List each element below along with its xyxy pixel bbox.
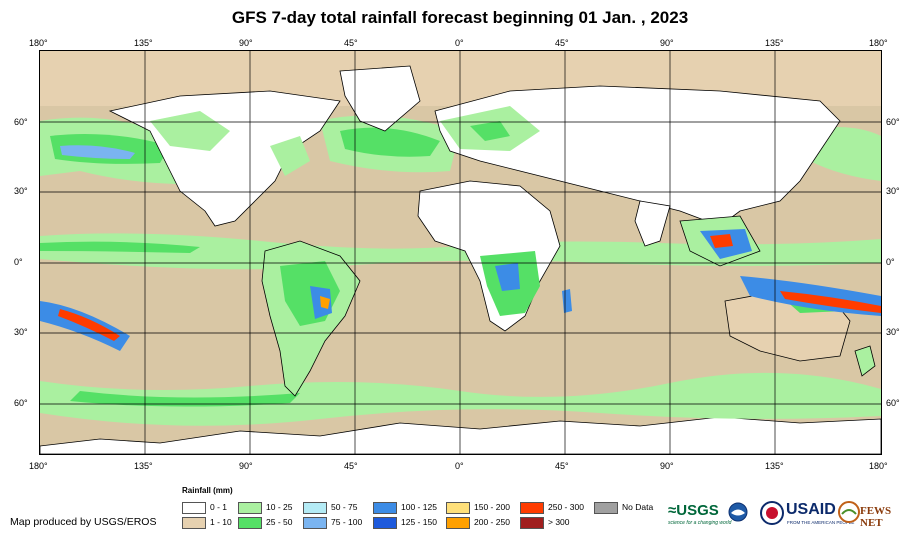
legend-swatch bbox=[303, 516, 327, 529]
legend-label: 1 - 10 bbox=[210, 517, 232, 527]
left-lat-label: 30° bbox=[14, 186, 28, 196]
legend-label: 100 - 125 bbox=[401, 502, 437, 512]
usaid-logo: USAID bbox=[786, 501, 836, 518]
legend-label: 75 - 100 bbox=[331, 517, 363, 527]
europe-rain-core bbox=[470, 121, 510, 141]
top-lon-label: 0° bbox=[455, 38, 464, 48]
noaa-logo-icon bbox=[728, 502, 748, 522]
legend-swatch bbox=[520, 501, 544, 514]
legend-swatch bbox=[182, 501, 206, 514]
madagascar-heavy-rain bbox=[562, 289, 572, 313]
legend-swatch bbox=[238, 501, 262, 514]
right-lat-label: 30° bbox=[886, 327, 900, 337]
legend-label: 250 - 300 bbox=[548, 502, 584, 512]
legend-item: 75 - 100 bbox=[303, 516, 363, 529]
south-pacific-extreme-rain bbox=[780, 291, 881, 313]
top-lon-label: 45° bbox=[344, 38, 358, 48]
legend-item: 125 - 150 bbox=[373, 516, 437, 529]
greenland bbox=[339, 65, 421, 132]
new-zealand bbox=[854, 345, 876, 377]
legend-swatch bbox=[373, 516, 397, 529]
left-lat-label: 30° bbox=[14, 327, 28, 337]
legend-swatch bbox=[238, 516, 262, 529]
legend-label: 25 - 50 bbox=[266, 517, 293, 527]
bottom-lon-label: 135° bbox=[765, 461, 784, 471]
usgs-tagline: science for a changing world bbox=[668, 520, 732, 526]
legend-item: 150 - 200 bbox=[446, 501, 510, 514]
north-america-rain bbox=[150, 111, 230, 151]
top-lon-label: 135° bbox=[765, 38, 784, 48]
left-lat-label: 60° bbox=[14, 117, 28, 127]
legend-item: 0 - 1 bbox=[182, 501, 228, 514]
legend-label: 50 - 75 bbox=[331, 502, 358, 512]
fews-net-logo: FEWS NET bbox=[860, 505, 892, 529]
bottom-lon-label: 135° bbox=[134, 461, 153, 471]
legend-item: 25 - 50 bbox=[238, 516, 293, 529]
southern-africa-heavy-rain bbox=[495, 263, 520, 291]
bottom-lon-label: 90° bbox=[660, 461, 674, 471]
eastern-us-rain bbox=[270, 136, 310, 176]
right-lat-label: 60° bbox=[886, 398, 900, 408]
usgs-logo: ≈USGS bbox=[668, 502, 719, 519]
legend-item: > 300 bbox=[520, 516, 570, 529]
north-pacific-heavy-rain bbox=[60, 145, 135, 159]
legend-swatch bbox=[182, 516, 206, 529]
legend-item: 100 - 125 bbox=[373, 501, 437, 514]
legend-label: 200 - 250 bbox=[474, 517, 510, 527]
left-lat-label: 0° bbox=[14, 257, 23, 267]
right-lat-label: 30° bbox=[886, 186, 900, 196]
legend-item: 250 - 300 bbox=[520, 501, 584, 514]
north-atlantic-rain-core bbox=[340, 127, 440, 157]
itcz-rain-core bbox=[40, 241, 200, 253]
rainfall-map bbox=[39, 50, 882, 455]
map-title: GFS 7-day total rainfall forecast beginn… bbox=[231, 8, 689, 27]
usaid-seal-icon bbox=[760, 501, 784, 525]
right-lat-label: 60° bbox=[886, 117, 900, 127]
bottom-lon-label: 45° bbox=[555, 461, 569, 471]
legend-label: 10 - 25 bbox=[266, 502, 293, 512]
legend-swatch bbox=[303, 501, 327, 514]
top-lon-label: 135° bbox=[134, 38, 153, 48]
left-lat-label: 60° bbox=[14, 398, 28, 408]
bottom-lon-label: 45° bbox=[344, 461, 358, 471]
legend-label: 0 - 1 bbox=[210, 502, 228, 512]
top-lon-label: 90° bbox=[239, 38, 253, 48]
bottom-lon-label: 0° bbox=[455, 461, 464, 471]
legend-swatch bbox=[594, 501, 618, 514]
usaid-tagline: FROM THE AMERICAN PEOPLE bbox=[787, 520, 855, 525]
right-lat-label: 0° bbox=[886, 257, 895, 267]
top-lon-label: 90° bbox=[660, 38, 674, 48]
legend-swatch bbox=[373, 501, 397, 514]
top-lon-label: 180° bbox=[869, 38, 888, 48]
legend-label: No Data bbox=[622, 502, 654, 512]
bottom-lon-label: 90° bbox=[239, 461, 253, 471]
bottom-lon-label: 180° bbox=[869, 461, 888, 471]
legend-item: No Data bbox=[594, 501, 654, 514]
legend-label: 150 - 200 bbox=[474, 502, 510, 512]
map-graphic bbox=[40, 51, 881, 454]
brazil-extreme-rain bbox=[320, 296, 330, 309]
legend-item: 1 - 10 bbox=[182, 516, 232, 529]
legend-label: > 300 bbox=[548, 517, 570, 527]
top-lon-label: 45° bbox=[555, 38, 569, 48]
graticule bbox=[40, 51, 881, 454]
agency-logos: ≈USGS science for a changing world USAID… bbox=[668, 500, 916, 532]
top-lon-label: 180° bbox=[29, 38, 48, 48]
legend-label: 125 - 150 bbox=[401, 517, 437, 527]
legend-item: 200 - 250 bbox=[446, 516, 510, 529]
map-credit: Map produced by USGS/EROS bbox=[10, 516, 157, 528]
bottom-lon-label: 180° bbox=[29, 461, 48, 471]
maritime-continent-extreme-rain bbox=[710, 234, 733, 248]
fews-net-emblem-icon bbox=[838, 501, 860, 523]
southern-ocean-rain-core bbox=[70, 391, 300, 407]
legend-item: 10 - 25 bbox=[238, 501, 293, 514]
legend-item: 50 - 75 bbox=[303, 501, 358, 514]
legend-swatch bbox=[446, 516, 470, 529]
legend-title: Rainfall (mm) bbox=[182, 486, 233, 495]
india bbox=[634, 200, 671, 247]
legend-swatch bbox=[520, 516, 544, 529]
legend-swatch bbox=[446, 501, 470, 514]
